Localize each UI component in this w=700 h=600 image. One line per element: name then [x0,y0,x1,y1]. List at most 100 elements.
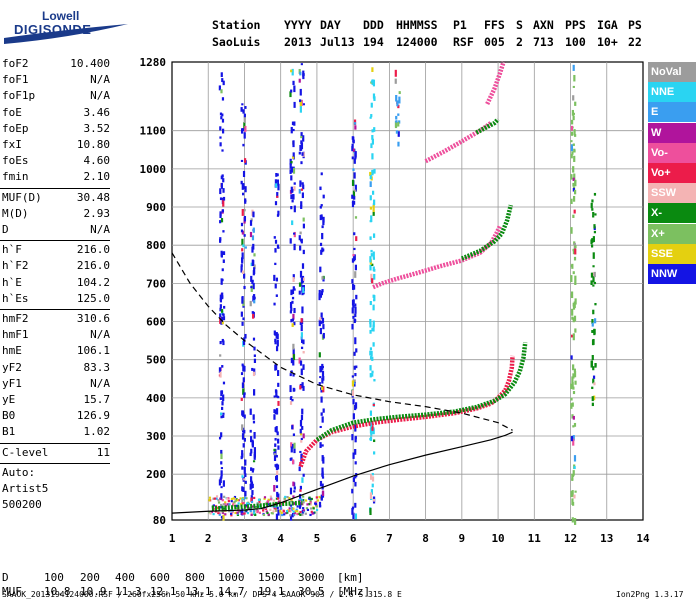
echo-point [351,434,354,441]
echo-point [274,505,277,508]
echo-point [370,350,373,357]
param-row: hmF1 N/A [2,328,110,341]
echo-point [290,498,293,501]
param-name: h`Es [2,291,29,305]
echo-point [276,333,279,340]
echo-point [276,431,279,436]
echo-point [369,321,372,328]
x-tick-label: 5 [314,532,321,545]
echo-point [240,264,243,267]
echo-point [573,209,576,214]
echo-point [299,245,302,251]
echo-point [371,370,374,374]
echo-point [221,128,225,134]
echo-point [266,500,269,503]
echo-point [322,386,325,393]
echo-point [222,412,225,415]
echo-point [302,152,305,157]
echo-point [354,264,357,271]
footer-muf-cell: 10.8 [44,585,71,598]
echo-point [321,317,325,324]
echo-point [572,364,575,371]
echo-point [250,218,253,222]
header-row2-cell: SaoLuis [212,35,261,49]
echo-point [277,210,280,216]
echo-point [290,370,293,373]
echo-point [592,252,595,259]
y-tick-label: 80 [153,514,166,527]
echo-point [322,248,325,252]
param-row: foF2 10.400 [2,57,110,70]
echo-point [320,204,323,207]
echo-point [593,230,597,234]
echo-point [277,370,280,376]
param-value: 10.80 [76,138,110,151]
footer-muf-cell: 11.3 [115,585,142,598]
param-separator [0,309,110,310]
echo-point [292,274,295,279]
echo-point [309,503,312,506]
echo-point [222,514,225,521]
echo-point [372,498,376,502]
echo-point [274,437,277,441]
echo-point [305,507,309,510]
echo-point [369,365,372,371]
legend-item: X+ [648,223,696,244]
echo-point [233,500,236,504]
param-name: MUF(D) [2,190,42,204]
echo-point [571,308,574,316]
echo-point [300,135,303,139]
echo-point [320,249,323,255]
echo-point [221,118,225,123]
echo-point [354,303,357,307]
echo-point [243,393,246,398]
x-tick-label: 3 [241,532,248,545]
header-row1-cell: FFS [484,18,505,32]
echo-point [355,294,358,300]
echo-point [300,336,303,340]
footer-d-cell: 1000 [218,571,245,584]
echo-point [591,396,594,402]
echo-point [219,304,222,309]
legend-item: X- [648,203,696,224]
param-name: foE [2,105,22,119]
echo-point [320,290,324,296]
param-name: h`F2 [2,259,29,273]
echo-point [299,148,303,151]
echo-point [370,430,373,436]
echo-point [353,195,356,200]
echo-point [298,466,301,472]
echo-point [353,122,357,125]
echo-point [240,107,243,112]
echo-point [241,424,244,431]
echo-point [570,174,573,180]
echo-point [219,237,222,241]
echo-point [293,388,296,392]
echo-point [352,452,355,459]
echo-point [242,388,245,395]
echo-point [232,497,235,500]
echo-point [253,298,256,304]
echo-point [572,85,575,88]
echo-point [272,510,275,513]
echo-point [369,329,372,334]
header-row2-cell: 005 [484,35,505,49]
echo-point [240,311,243,317]
echo-point [275,182,278,188]
echo-point [572,333,575,341]
footer-muf-cell: 14.7 [218,585,245,598]
echo-point [291,199,294,203]
echo-point [373,127,376,132]
echo-point [242,498,246,501]
echo-point [301,408,304,415]
echo-point [252,414,255,420]
echo-point [231,504,235,507]
echo-point [210,510,214,513]
echo-point [354,337,357,345]
echo-point [299,88,302,96]
echo-point [394,121,398,129]
param-row: h`F 216.0 [2,243,110,256]
echo-point [274,427,277,432]
echo-point [571,376,574,384]
echo-point [272,499,275,502]
